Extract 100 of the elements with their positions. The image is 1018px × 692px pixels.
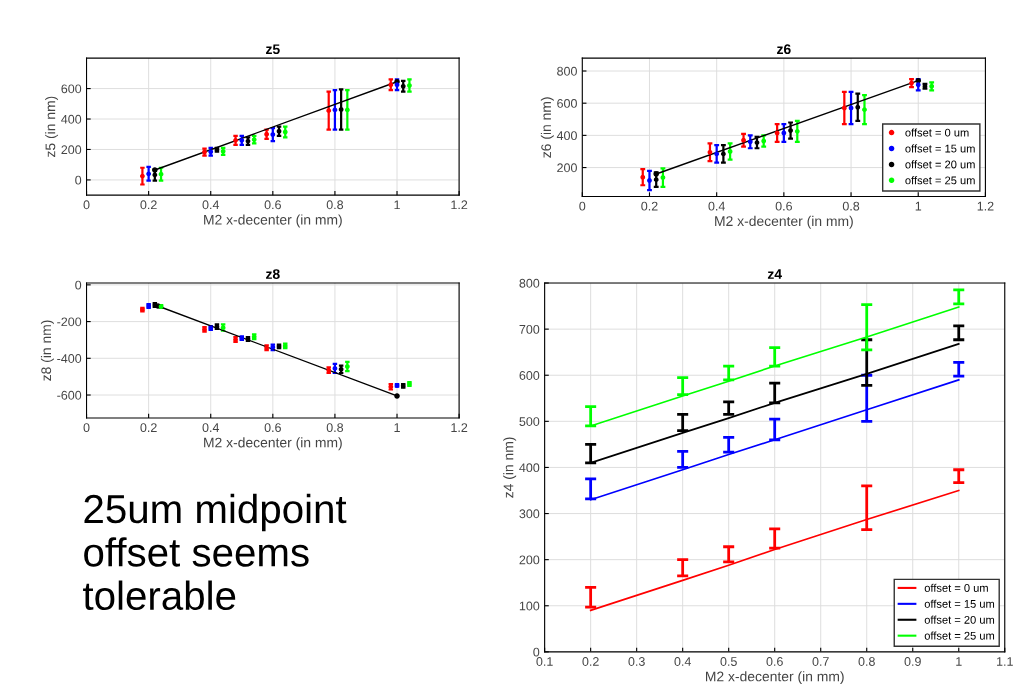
x-tick-label: 0.8	[326, 200, 344, 210]
point	[338, 107, 344, 112]
x-axis-title: M2 x-decenter (in mm)	[204, 214, 342, 228]
x-tick-label: 0.4	[202, 200, 220, 210]
point	[158, 171, 164, 177]
x-tick-label: 0.8	[842, 201, 860, 211]
x-tick-label: 0.2	[641, 201, 658, 211]
y-tick-label: 0	[75, 175, 82, 185]
x-tick-label: 0.6	[264, 423, 281, 433]
x-tick-label: 0.7	[812, 657, 829, 666]
point	[741, 137, 746, 143]
legend-label: offset = 0 um	[924, 583, 988, 592]
text: 25um midpoint offset seems tolerable	[83, 493, 347, 611]
x-tick-label: 0.4	[674, 657, 691, 666]
point	[841, 105, 847, 111]
y-tick-label: 400	[519, 463, 540, 473]
chart-title: z6	[777, 44, 791, 55]
x-tick-label: 0	[83, 423, 90, 433]
legend-label: offset = 20 um	[924, 615, 995, 624]
x-tick-label: 0.2	[140, 200, 157, 210]
x-axis-title: M2 x-decenter (in mm)	[706, 671, 844, 685]
x-axis-title: M2 x-decenter (in mm)	[204, 437, 342, 451]
x-tick-label: 1.1	[997, 657, 1013, 666]
point	[727, 149, 733, 154]
y-axis-title: z5 (in nm)	[45, 96, 59, 157]
point	[640, 174, 646, 180]
y-axis-title: z8 (in nm)	[40, 320, 54, 381]
x-tick-label: 0.5	[720, 657, 737, 666]
x-axis-title: M2 x-decenter (in mm)	[715, 215, 853, 229]
y-axis-title: z6 (in nm)	[540, 97, 554, 158]
x-tick-label: 0.3	[628, 657, 645, 666]
y-tick-label: 200	[61, 145, 82, 155]
x-tick-label: 1.2	[451, 200, 468, 210]
x-tick-label: 1.2	[977, 201, 994, 211]
x-tick-label: 0	[579, 201, 586, 211]
y-tick-label: 800	[557, 66, 577, 76]
point	[660, 175, 666, 180]
point	[781, 130, 787, 136]
point	[794, 128, 800, 134]
x-tick-label: 0	[83, 200, 90, 210]
x-tick-label: 1.2	[451, 423, 468, 432]
chart-title: z5	[266, 44, 280, 55]
x-tick-label: 0.9	[904, 657, 921, 666]
y-tick-label: 0	[75, 280, 82, 290]
x-tick-label: 0.8	[326, 423, 344, 433]
x-tick-label: 0.8	[858, 657, 875, 666]
legend-label: offset = 25 um	[905, 176, 975, 185]
point	[714, 151, 720, 157]
x-tick-label: 1	[394, 423, 400, 432]
y-tick-label: 300	[519, 509, 540, 519]
point	[788, 128, 793, 133]
x-tick-label: 1	[394, 200, 400, 210]
point	[332, 107, 338, 113]
legend-label: offset = 20 um	[905, 160, 975, 169]
point	[653, 177, 659, 183]
point	[707, 149, 713, 155]
y-tick-label: 600	[557, 98, 577, 108]
x-tick-label: 1	[915, 201, 922, 211]
point	[848, 105, 854, 111]
point	[774, 130, 780, 136]
point	[647, 178, 652, 183]
point	[344, 107, 350, 113]
x-tick-label: 0.6	[775, 201, 792, 211]
point	[394, 393, 400, 399]
y-tick-label: 800	[519, 278, 540, 288]
y-tick-label: 100	[519, 601, 540, 611]
y-tick-label: 200	[557, 163, 577, 173]
point	[140, 173, 145, 179]
x-tick-label: 0.4	[202, 423, 220, 433]
chart-title: z8	[266, 269, 280, 279]
point	[326, 108, 332, 114]
x-tick-label: 0.6	[766, 657, 783, 666]
legend-label: offset = 15 um	[924, 599, 995, 608]
x-tick-label: 0.2	[582, 657, 599, 666]
x-tick-label: 0.1	[536, 657, 553, 666]
line-series	[589, 489, 960, 612]
point	[855, 104, 861, 110]
y-axis-title: z4 (in nm)	[503, 437, 517, 498]
chart-title: z4	[767, 269, 782, 279]
y-tick-label: 600	[61, 84, 82, 94]
legend-label: offset = 15 um	[905, 144, 975, 153]
y-tick-label: 0	[533, 647, 540, 657]
y-tick-label: -600	[57, 390, 82, 400]
x-tick-label: 0.6	[264, 200, 281, 210]
y-tick-label: -400	[57, 354, 82, 363]
y-tick-label: 400	[61, 114, 82, 124]
y-tick-label: 700	[519, 324, 540, 334]
point	[407, 83, 412, 88]
y-tick-label: 200	[519, 555, 540, 565]
point	[146, 171, 152, 177]
y-tick-label: 600	[519, 371, 540, 380]
y-tick-label: -200	[57, 317, 82, 327]
x-tick-label: 1	[956, 657, 962, 666]
y-tick-label: 400	[556, 131, 577, 141]
point	[747, 139, 753, 145]
legend-label: offset = 25 um	[924, 631, 995, 640]
point	[862, 107, 867, 113]
y-tick-label: 500	[519, 417, 540, 426]
point	[720, 151, 726, 157]
legend-label: offset = 0 um	[905, 128, 969, 137]
